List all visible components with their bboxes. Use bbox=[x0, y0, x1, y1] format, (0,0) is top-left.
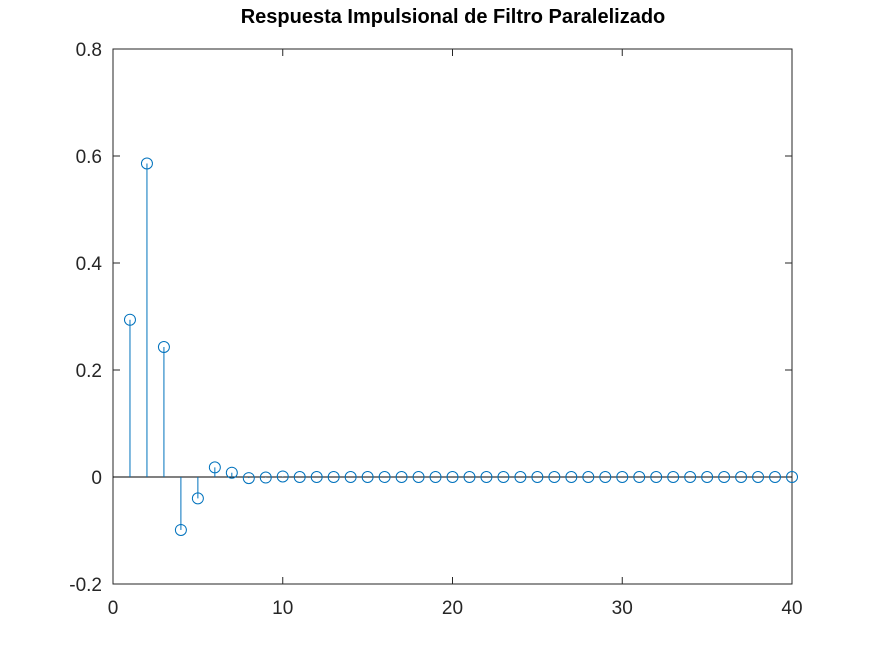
stem-marker bbox=[701, 471, 714, 483]
x-tick-label: 40 bbox=[781, 598, 802, 619]
stem-marker bbox=[378, 471, 391, 483]
stem-marker bbox=[310, 471, 323, 483]
stem-marker bbox=[293, 471, 306, 483]
stem-marker bbox=[582, 471, 595, 483]
stem-marker bbox=[786, 471, 798, 483]
x-tick-label: 30 bbox=[612, 598, 633, 619]
stem-marker bbox=[565, 471, 578, 483]
y-tick-label: -0.2 bbox=[69, 575, 102, 596]
stem-marker bbox=[480, 471, 493, 483]
stem-marker bbox=[599, 471, 612, 483]
stem-marker bbox=[531, 471, 544, 483]
stem-marker bbox=[650, 471, 663, 483]
stem-marker bbox=[429, 471, 442, 483]
stem-marker bbox=[191, 492, 204, 505]
stem-marker bbox=[633, 471, 646, 483]
stem-marker bbox=[225, 466, 238, 479]
stem-marker bbox=[497, 471, 510, 483]
y-tick-label: 0 bbox=[91, 468, 102, 489]
x-tick-label: 10 bbox=[272, 598, 293, 619]
y-tick-label: 0.4 bbox=[76, 254, 103, 275]
stem-marker bbox=[140, 157, 153, 170]
axes-box bbox=[112, 48, 793, 585]
axis-ticks: 0 10 20 30 40 -0.2 0 0.2 0.4 0.6 0.8 bbox=[69, 40, 802, 619]
x-tick-label: 0 bbox=[108, 598, 119, 619]
stem-marker bbox=[735, 471, 748, 483]
stem-marker bbox=[174, 523, 187, 536]
x-tick-label: 20 bbox=[442, 598, 463, 619]
y-tick-label: 0.6 bbox=[76, 147, 102, 168]
stem-marker bbox=[667, 471, 680, 483]
stem-series bbox=[123, 157, 798, 536]
stem-marker bbox=[208, 461, 221, 474]
stem-marker bbox=[463, 471, 476, 483]
y-tick-label: 0.8 bbox=[76, 40, 102, 61]
stem-marker bbox=[718, 471, 731, 483]
stem-marker bbox=[769, 471, 782, 483]
stem-marker bbox=[752, 471, 765, 483]
stem-marker bbox=[157, 340, 170, 353]
stem-marker bbox=[259, 471, 272, 484]
stem-marker bbox=[344, 471, 357, 483]
stem-marker bbox=[395, 471, 408, 483]
stem-marker bbox=[412, 471, 425, 483]
stem-marker bbox=[327, 471, 340, 483]
stem-marker bbox=[684, 471, 697, 483]
stem-marker bbox=[123, 313, 136, 326]
stem-marker bbox=[514, 471, 527, 483]
chart-title: Respuesta Impulsional de Filtro Paraleli… bbox=[241, 6, 666, 28]
stem-marker bbox=[361, 471, 374, 483]
stem-marker bbox=[548, 471, 561, 483]
stem-marker bbox=[446, 471, 459, 483]
stem-marker bbox=[242, 472, 255, 485]
stem-marker bbox=[616, 471, 629, 483]
stem-marker bbox=[276, 470, 289, 483]
y-tick-label: 0.2 bbox=[76, 361, 102, 382]
